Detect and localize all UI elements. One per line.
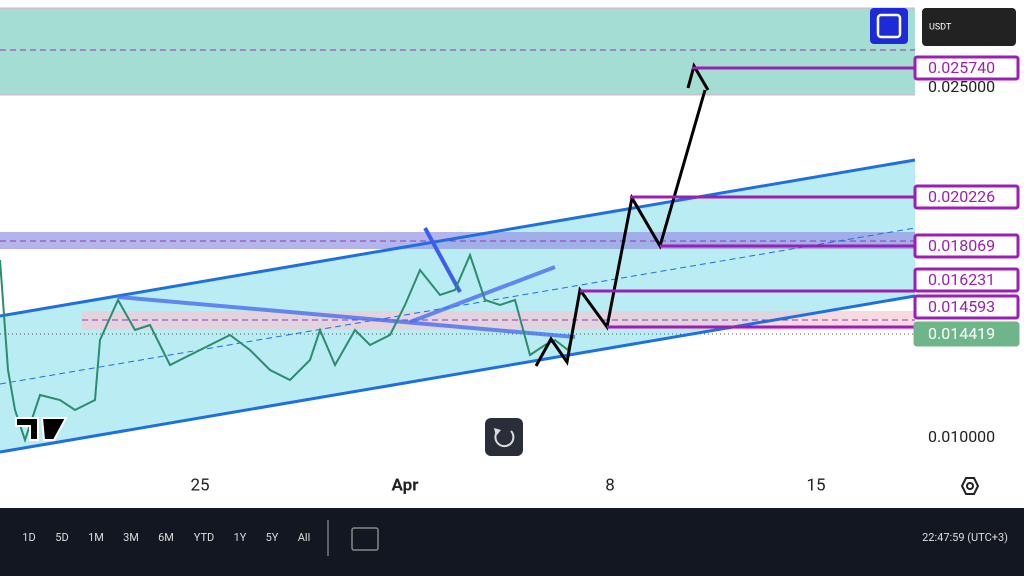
trendline	[117, 295, 576, 339]
trendline	[423, 227, 462, 293]
supply-zone	[0, 8, 915, 95]
fullscreen-icon	[876, 13, 902, 39]
price-label: 0.016231	[928, 270, 995, 289]
range-button[interactable]: YTD	[194, 531, 214, 544]
projection-arrow	[534, 89, 707, 367]
range-button[interactable]: 3M	[123, 531, 139, 544]
settings-button[interactable]	[960, 477, 980, 495]
price-label: 0.020226	[928, 187, 995, 206]
goto-date-button[interactable]	[351, 527, 379, 551]
range-button[interactable]: 1Y	[234, 531, 247, 544]
price-tag	[913, 233, 1020, 259]
price-path	[0, 252, 573, 444]
price-tag	[913, 267, 1020, 293]
price-label: 0.014419	[928, 324, 995, 343]
range-button[interactable]: 1D	[22, 531, 35, 544]
reset-icon-head	[494, 428, 501, 436]
range-button[interactable]: All	[298, 531, 311, 544]
price-label: 0.025000	[928, 77, 995, 96]
price-label: 0.010000	[928, 427, 995, 446]
channel-bottom	[0, 294, 916, 454]
time-label: 8	[605, 475, 615, 495]
toolbar	[0, 508, 1024, 576]
price-tag	[913, 184, 1020, 210]
range-button[interactable]: 5Y	[266, 531, 279, 544]
currency-button[interactable]	[922, 8, 1016, 46]
time-label: 25	[190, 475, 209, 495]
range-button[interactable]: 5D	[55, 531, 68, 544]
clock: 22:47:59 (UTC+3)	[922, 531, 1008, 544]
price-label: 0.025740	[928, 58, 995, 77]
reset-button[interactable]	[485, 418, 523, 456]
price-tag	[913, 321, 1020, 347]
settings-icon	[966, 482, 974, 490]
price-label: 0.018069	[928, 236, 995, 255]
time-label: Apr	[392, 475, 420, 495]
time-label: 15	[806, 475, 825, 495]
arrow-head	[686, 62, 710, 91]
range-button[interactable]: 6M	[158, 531, 174, 544]
price-tag	[913, 55, 1020, 81]
price-label: 0.014593	[928, 297, 995, 316]
logo	[15, 417, 68, 441]
demand-band	[82, 311, 915, 330]
channel-top	[0, 158, 916, 318]
range-button[interactable]: 1M	[88, 531, 104, 544]
reset-icon	[494, 430, 515, 448]
fullscreen-button[interactable]	[870, 8, 908, 44]
currency-label: USDT	[929, 22, 952, 32]
price-tag	[913, 294, 1020, 320]
